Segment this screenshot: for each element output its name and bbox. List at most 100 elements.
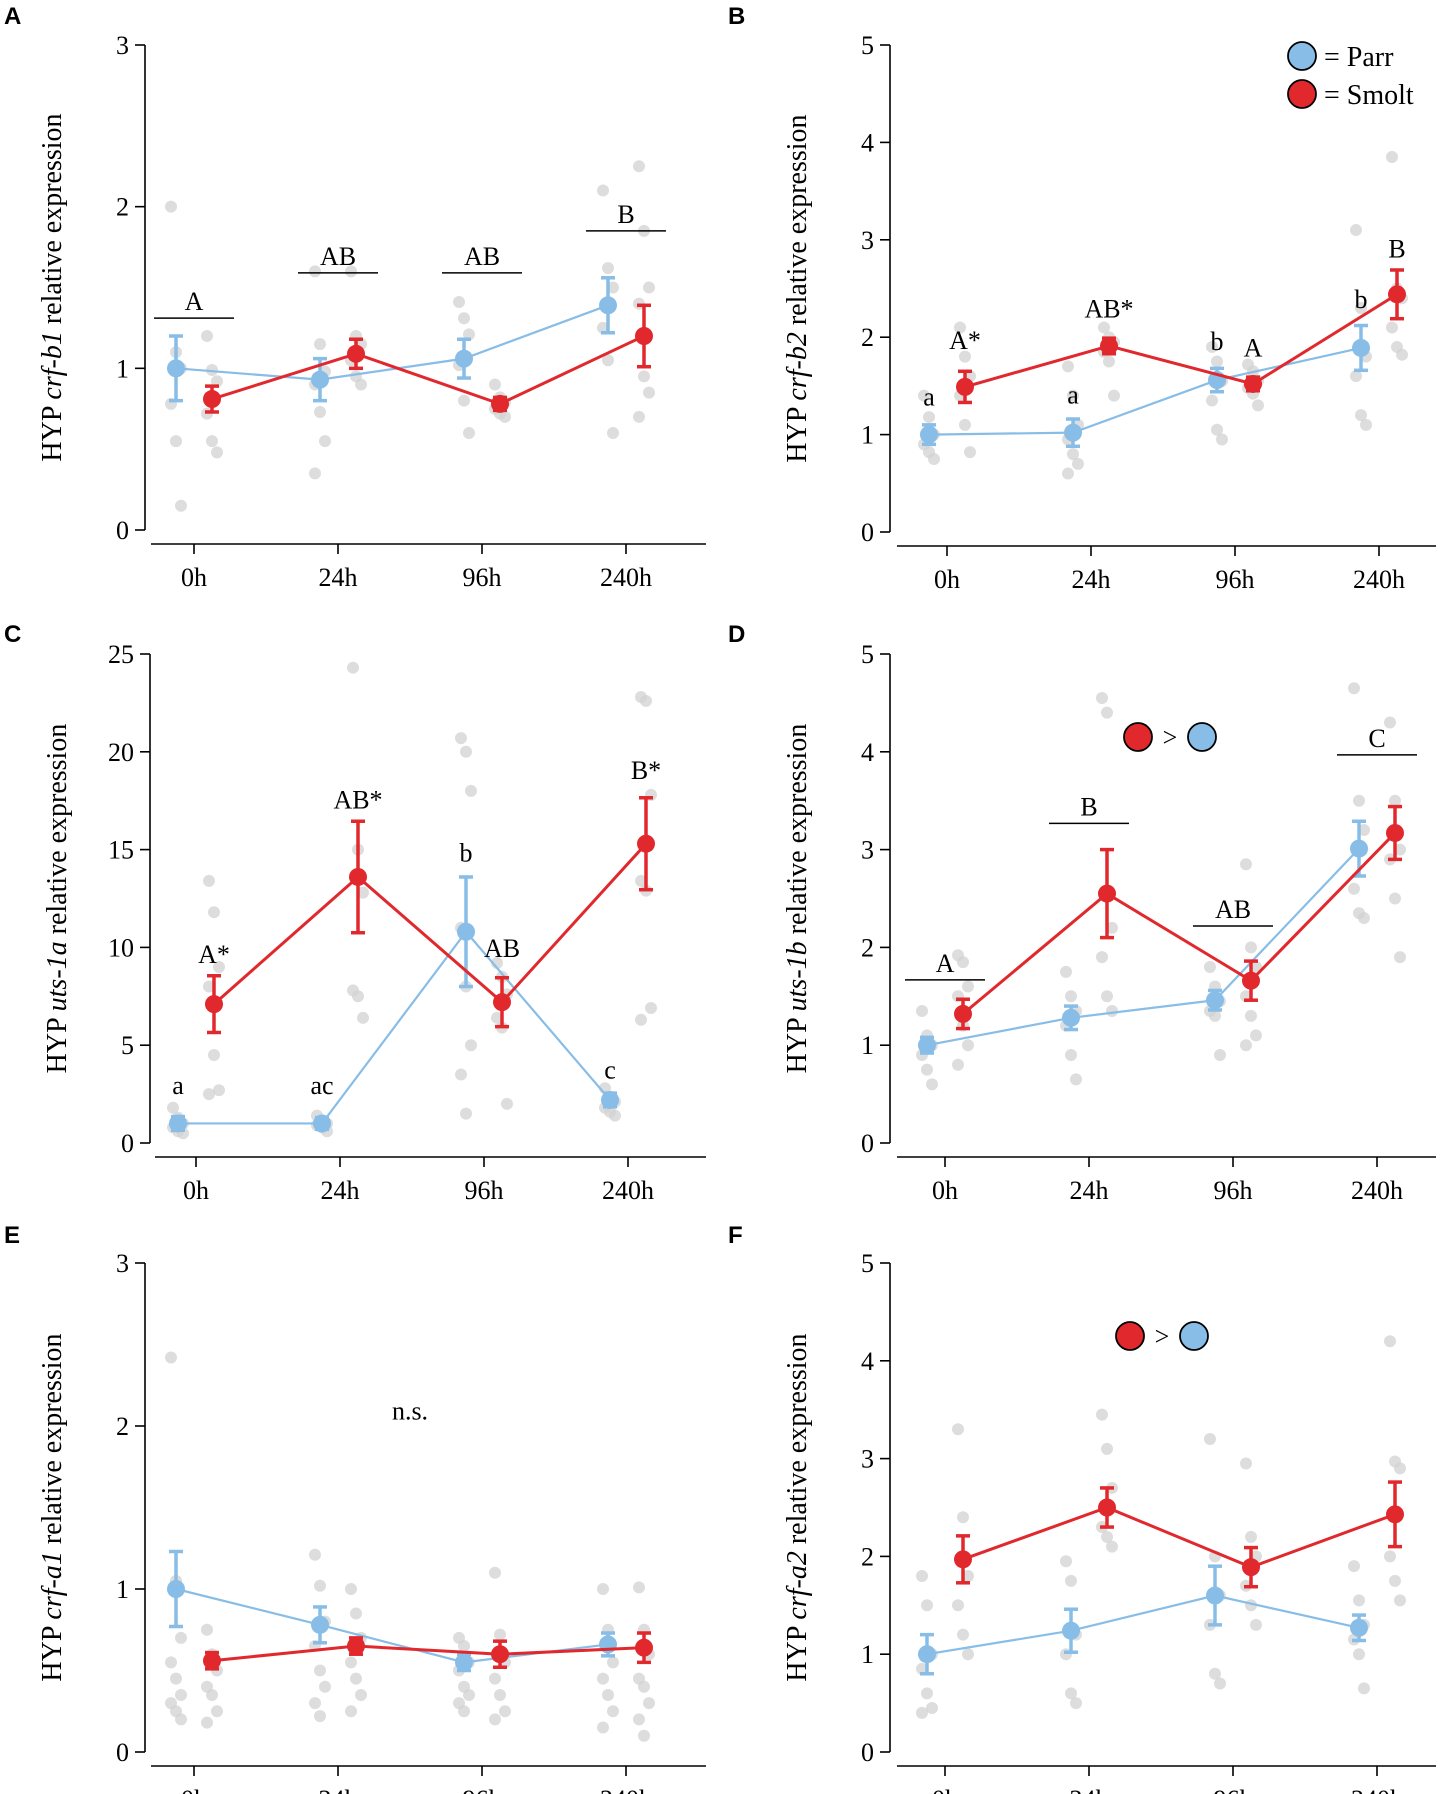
mean-marker-parr: [920, 425, 938, 444]
data-point: [921, 1687, 933, 1700]
data-point: [1204, 1433, 1216, 1446]
group-label: AB: [1215, 895, 1251, 924]
panel-d: D 0 1 2 3 4 5 0h 24h 96h 240h HYP uts-1b relative e…: [728, 621, 1436, 1205]
data-point: [453, 296, 465, 309]
data-point: [962, 1039, 974, 1052]
mean-marker-smolt: [493, 993, 511, 1012]
data-point: [175, 1713, 187, 1726]
data-point: [350, 1607, 362, 1620]
data-point: [1358, 1682, 1370, 1695]
data-point: [499, 410, 511, 423]
data-point: [635, 1013, 647, 1026]
panel-letter: F: [728, 1222, 743, 1249]
group-label: B: [1080, 792, 1097, 821]
mean-marker-parr: [311, 370, 329, 389]
data-point: [1389, 892, 1401, 905]
data-point: [643, 281, 655, 294]
data-point: [1204, 960, 1216, 973]
mean-marker-parr: [1064, 423, 1082, 442]
panel-a: A 0 1 2 3 0h 24h 96h 240h HYP crf-b1 relative exp…: [4, 3, 706, 592]
data-point: [1060, 1555, 1072, 1568]
y-tick-label: 3: [861, 1445, 874, 1474]
series-line-smolt: [962, 831, 1397, 1016]
data-point: [1389, 794, 1401, 807]
data-point: [201, 1623, 213, 1636]
mean-marker-smolt: [203, 1651, 221, 1670]
y-axis-label: HYP crf-a1 relative expression: [37, 1333, 68, 1681]
y-tick-label: 0: [121, 1129, 134, 1158]
data-point: [1106, 1004, 1118, 1017]
data-point: [1096, 951, 1108, 964]
data-point: [1098, 321, 1110, 334]
data-point: [455, 1068, 467, 1081]
x-tick-label: 96h: [465, 1176, 504, 1205]
data-point: [633, 160, 645, 173]
legend-smolt-label: = Smolt: [1324, 80, 1414, 111]
mean-marker-parr: [1206, 1586, 1224, 1605]
mean-marker-parr: [1062, 1008, 1080, 1027]
data-point: [952, 1423, 964, 1436]
data-point: [1240, 1039, 1252, 1052]
y-tick-label: 0: [861, 1738, 874, 1767]
group-label: A*: [949, 326, 981, 355]
y-tick-label: 1: [116, 1575, 129, 1604]
data-point: [597, 321, 609, 334]
mean-marker-smolt: [1386, 1505, 1404, 1524]
data-point: [463, 427, 475, 439]
data-point: [1386, 151, 1398, 164]
data-point: [952, 1058, 964, 1071]
mean-marker-smolt: [491, 1645, 509, 1664]
y-axis-label: HYP uts-1b relative expression: [782, 724, 813, 1074]
y-tick-label: 1: [861, 1031, 874, 1060]
data-point: [597, 184, 609, 197]
data-point: [465, 1039, 477, 1052]
data-point: [494, 1628, 506, 1641]
y-tick-label: 10: [108, 933, 134, 962]
y-tick-label: 5: [121, 1031, 134, 1060]
x-tick-label: 96h: [1214, 1176, 1253, 1205]
data-point: [1245, 1530, 1257, 1543]
group-label: A*: [198, 940, 230, 969]
data-point: [352, 990, 364, 1003]
data-point: [607, 281, 619, 294]
data-point: [1250, 960, 1262, 973]
data-point: [489, 1672, 501, 1685]
group-label: AB: [320, 242, 356, 271]
data-point: [923, 411, 935, 424]
comparison-smolt-marker: [1115, 1321, 1145, 1351]
data-point: [918, 389, 930, 402]
data-point: [345, 1656, 357, 1669]
group-label: B: [617, 200, 634, 229]
group-label: a: [1067, 380, 1079, 409]
y-axis-label: HYP uts-1a relative expression: [42, 724, 73, 1074]
data-point: [213, 1084, 225, 1097]
data-point: [1358, 824, 1370, 837]
group-label: AB*: [333, 786, 382, 815]
data-point: [959, 350, 971, 363]
data-point: [602, 262, 614, 275]
comparison-symbol: >: [1163, 723, 1178, 752]
data-point: [309, 265, 321, 278]
y-axis-label: HYP crf-a2 relative expression: [782, 1333, 813, 1681]
mean-marker-smolt: [205, 995, 223, 1014]
data-point: [962, 980, 974, 993]
x-tick-label: 96h: [463, 1785, 502, 1794]
data-point: [921, 1599, 933, 1612]
group-label: B*: [631, 756, 661, 785]
data-point: [928, 452, 940, 465]
data-point: [633, 1713, 645, 1726]
x-tick-label: 0h: [932, 1785, 958, 1794]
x-tick-label: 24h: [1070, 1785, 1109, 1794]
data-point: [633, 1581, 645, 1594]
data-point: [1240, 1457, 1252, 1470]
panel-letter: B: [728, 3, 745, 30]
series-line-smolt: [213, 842, 648, 1006]
panel-letter: C: [4, 621, 21, 648]
data-point: [465, 784, 477, 797]
mean-marker-smolt: [1242, 971, 1260, 990]
mean-marker-parr: [1350, 839, 1368, 858]
mean-marker-parr: [167, 359, 185, 378]
data-point: [357, 886, 369, 899]
x-tick-label: 240h: [602, 1176, 654, 1205]
data-point: [345, 1705, 357, 1718]
